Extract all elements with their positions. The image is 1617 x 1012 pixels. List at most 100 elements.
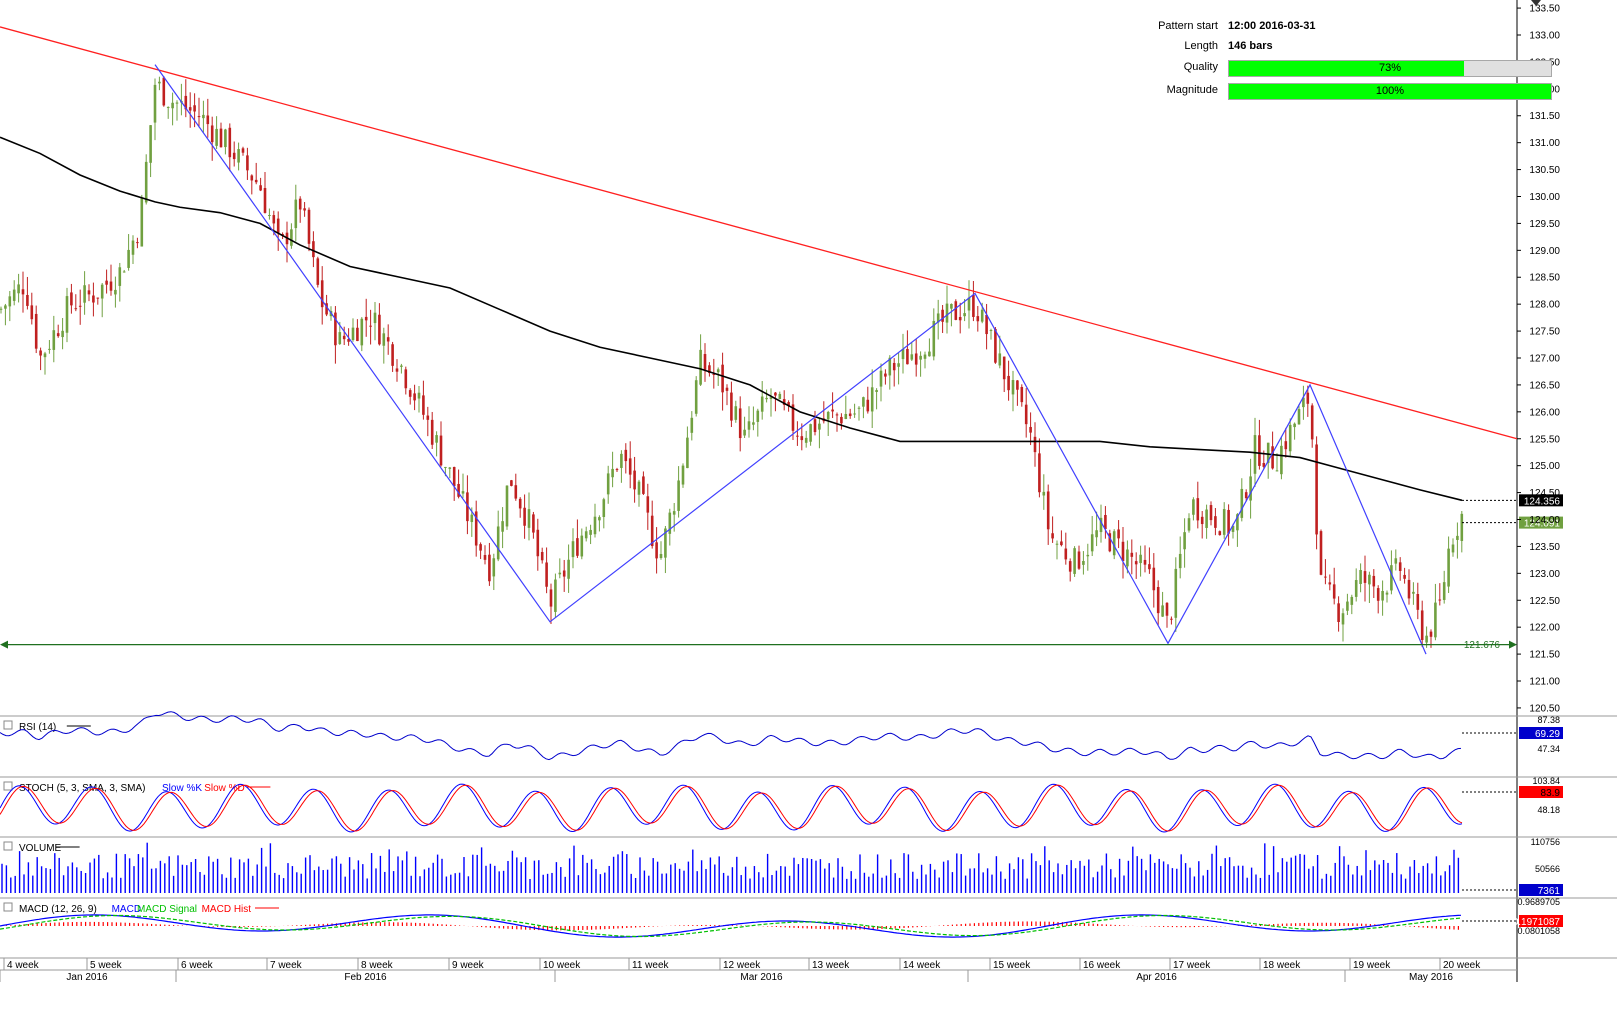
week-label: 17 week	[1173, 960, 1211, 971]
candle-body	[804, 437, 808, 443]
candle-body	[149, 125, 152, 163]
candle-body	[650, 515, 654, 547]
chart-overlays: 121.676 124.356 124.091	[0, 26, 1563, 655]
candle-body	[954, 301, 958, 320]
candle-body	[1359, 570, 1362, 584]
candle-body	[1420, 610, 1424, 641]
stoch-value-box	[1519, 786, 1563, 798]
price-tick-label: 122.00	[1529, 623, 1560, 634]
candle-body	[910, 354, 914, 360]
stoch-toggle-icon	[3, 781, 13, 791]
candle-body	[39, 350, 42, 356]
candle-body	[373, 312, 377, 324]
price-tick-label: 123.00	[1529, 569, 1560, 580]
candle-body	[853, 413, 856, 415]
pattern-zigzag-line	[154, 64, 1427, 655]
pattern-start-label: Pattern start	[1158, 20, 1218, 32]
candle-body	[1372, 575, 1376, 587]
pattern-start-value: 12:00 2016-03-31	[1228, 20, 1316, 32]
candle-body	[611, 468, 614, 478]
week-label: 6 week	[181, 960, 214, 971]
support-value-label: 121.676	[1464, 640, 1501, 651]
candle-body	[1024, 404, 1028, 425]
candle-body	[1376, 588, 1380, 601]
candle-body	[778, 393, 782, 400]
candle-body	[998, 353, 1002, 366]
candle-body	[1209, 505, 1213, 521]
candle-body	[756, 410, 760, 422]
candle-body	[655, 542, 658, 559]
candle-body	[606, 473, 610, 495]
candle-body	[1284, 441, 1288, 450]
candle-body	[1390, 565, 1393, 591]
candle-body	[976, 316, 980, 322]
candle-body	[646, 496, 650, 513]
candle-body	[1328, 582, 1332, 585]
week-label: 7 week	[270, 960, 303, 971]
candle-body	[1244, 492, 1248, 499]
candle-body	[272, 215, 276, 224]
stoch-label: STOCH (5, 3, SMA, 3, SMA)	[19, 783, 146, 794]
candle-body	[263, 188, 267, 213]
candle-body	[276, 218, 280, 234]
candle-body	[351, 327, 355, 341]
candle-body	[1051, 533, 1054, 539]
candle-body	[1187, 518, 1191, 531]
candle-body	[1266, 442, 1270, 464]
moving-average-line	[0, 136, 1463, 502]
candle-body	[21, 289, 25, 295]
candle-body	[1196, 498, 1200, 521]
week-label: 20 week	[1443, 960, 1481, 971]
candle-body	[171, 102, 174, 109]
candle-body	[888, 357, 892, 376]
candle-body	[232, 152, 236, 160]
candle-body	[989, 330, 993, 332]
candle-body	[914, 353, 918, 365]
candle-body	[624, 449, 628, 462]
candle-body	[1033, 436, 1037, 453]
rsi-toggle-icon	[3, 720, 13, 730]
candle-body	[782, 399, 786, 405]
candle-body	[382, 333, 386, 346]
candle-body	[857, 407, 861, 409]
candle-body	[558, 572, 562, 575]
candle-body	[1315, 444, 1318, 535]
candle-body	[153, 84, 157, 123]
candle-body	[48, 348, 51, 350]
candle-body	[1350, 596, 1354, 605]
candle-body	[426, 415, 430, 420]
candle-body	[369, 325, 372, 327]
candle-body	[430, 419, 434, 445]
candle-body	[866, 399, 870, 412]
candle-body	[1082, 560, 1085, 565]
candle-body	[12, 289, 16, 301]
candle-body	[1161, 605, 1164, 617]
quality-label: Quality	[1183, 61, 1218, 73]
candle-body	[1170, 618, 1173, 620]
magnitude-label: Magnitude	[1166, 84, 1218, 96]
candle-body	[694, 380, 698, 414]
candle-body	[74, 308, 78, 310]
candle-body	[879, 370, 883, 387]
candle-body	[400, 365, 403, 367]
volume-axis-tick-label: 50566	[1535, 864, 1560, 874]
month-label: Jan 2016	[66, 972, 108, 983]
candle-body	[576, 538, 579, 556]
candle-body	[479, 544, 482, 551]
candle-body	[118, 267, 122, 286]
quality-bar-fill	[1229, 61, 1465, 76]
candle-body	[131, 240, 135, 255]
candle-body	[1139, 554, 1142, 564]
candle-body	[972, 294, 975, 317]
candle-body	[303, 208, 306, 211]
candle-body	[923, 354, 927, 359]
candle-body	[215, 128, 218, 146]
candle-body	[1117, 529, 1120, 539]
price-tick-label: 125.00	[1529, 461, 1560, 472]
candle-body	[510, 480, 513, 486]
candle-body	[980, 309, 984, 322]
candle-body	[193, 105, 196, 112]
candle-body	[1068, 561, 1072, 572]
chart-menu-arrow-icon[interactable]	[1531, 0, 1541, 6]
